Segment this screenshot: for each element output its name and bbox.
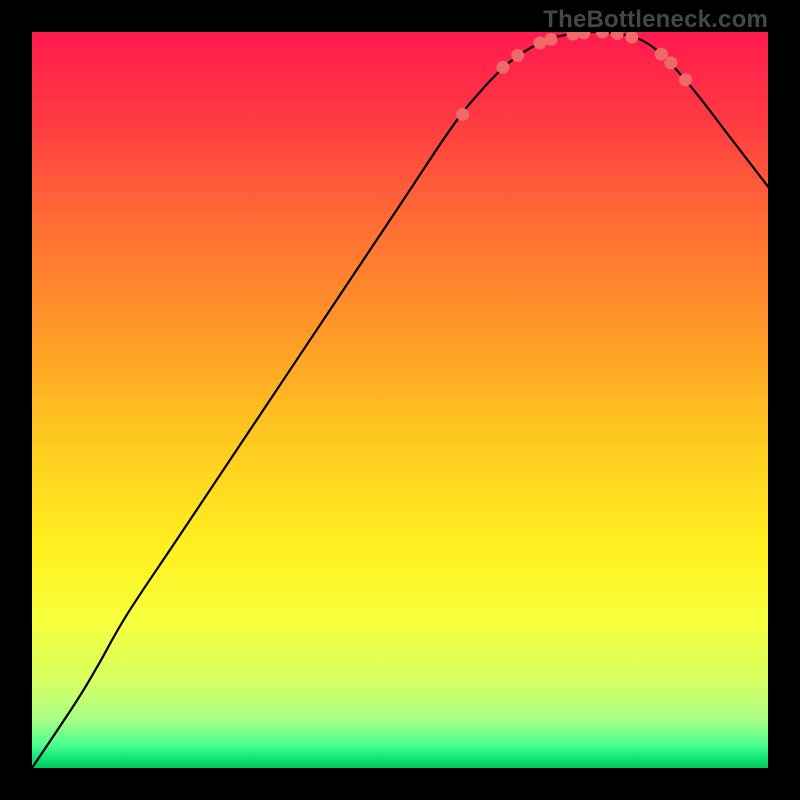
data-marker — [456, 108, 469, 121]
data-marker — [511, 49, 524, 62]
data-marker — [664, 56, 677, 69]
data-marker — [533, 37, 546, 50]
chart-overlay — [32, 32, 768, 768]
data-marker — [655, 48, 668, 61]
bottleneck-curve — [32, 32, 768, 768]
watermark-text: TheBottleneck.com — [543, 6, 768, 34]
data-marker — [497, 61, 510, 74]
data-marker — [679, 73, 692, 86]
chart-container: TheBottleneck.com — [0, 0, 800, 800]
plot-area — [32, 32, 768, 768]
data-marker — [544, 33, 557, 46]
